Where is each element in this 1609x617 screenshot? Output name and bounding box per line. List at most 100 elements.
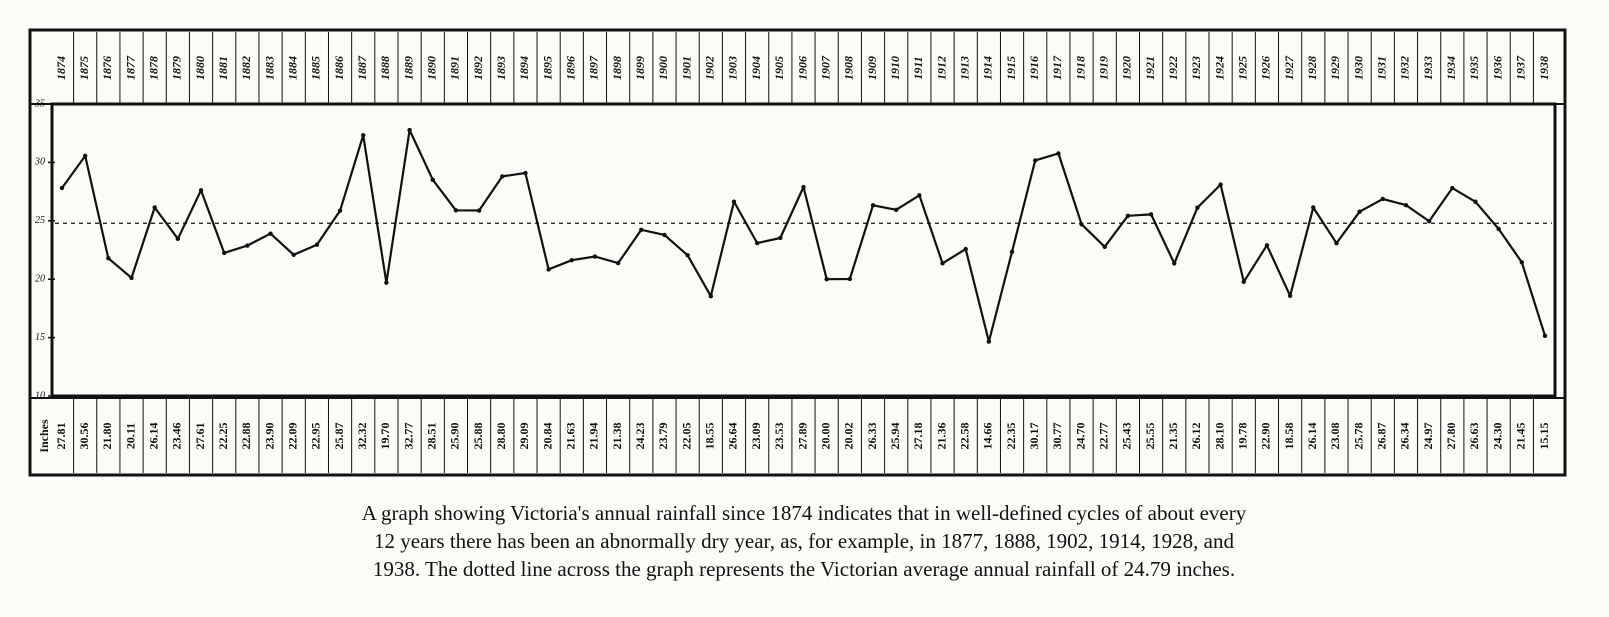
x-tick-label: 1918 — [1073, 56, 1087, 80]
value-label: 24.30 — [1490, 423, 1504, 450]
x-tick-label: 1897 — [587, 55, 601, 80]
point — [778, 235, 783, 241]
x-tick-label: 1875 — [77, 56, 91, 80]
value-label: 26.14 — [1305, 423, 1319, 450]
point — [1033, 158, 1038, 163]
x-tick-label: 1898 — [610, 56, 624, 80]
value-label: 24.97 — [1421, 423, 1435, 450]
value-label: 25.78 — [1351, 423, 1365, 450]
x-tick-label: 1922 — [1166, 56, 1180, 80]
x-tick-label: 1935 — [1467, 56, 1481, 80]
point — [1125, 213, 1131, 218]
x-tick-label: 1879 — [170, 56, 184, 80]
x-tick-label: 1881 — [216, 56, 230, 80]
value-label: 26.12 — [1189, 423, 1203, 450]
x-tick-label: 1924 — [1212, 56, 1226, 80]
point — [708, 293, 714, 299]
x-tick-label: 1931 — [1375, 56, 1389, 80]
x-tick-label: 1894 — [517, 56, 531, 80]
value-label: 30.17 — [1027, 423, 1041, 450]
value-label: 21.63 — [564, 423, 578, 450]
value-label: 18.55 — [703, 423, 717, 450]
x-tick-label: 1903 — [726, 56, 740, 80]
point — [129, 275, 134, 281]
point — [801, 184, 806, 190]
x-tick-label: 1904 — [749, 56, 763, 80]
point — [639, 227, 644, 232]
point — [1264, 243, 1270, 248]
x-tick-label: 1893 — [494, 56, 508, 80]
x-tick-label: 1889 — [401, 56, 415, 80]
x-tick-label: 1928 — [1305, 56, 1319, 80]
x-tick-label: 1874 — [54, 56, 68, 80]
value-label: 27.80 — [1444, 423, 1458, 450]
point — [59, 185, 65, 191]
point — [569, 257, 574, 263]
x-tick-label: 1887 — [355, 55, 369, 80]
value-label: 23.09 — [749, 423, 763, 450]
point — [500, 174, 505, 179]
value-label: 22.35 — [1004, 423, 1018, 450]
value-label: 19.78 — [1236, 423, 1250, 450]
point — [1403, 202, 1409, 208]
point — [754, 240, 760, 246]
value-label: 22.90 — [1259, 423, 1273, 450]
value-label: 29.09 — [517, 423, 531, 450]
value-label: 25.87 — [332, 423, 346, 450]
value-label: 21.80 — [100, 423, 114, 450]
point — [268, 231, 273, 236]
x-tick-label: 1909 — [865, 56, 879, 80]
value-label: 28.51 — [425, 423, 439, 450]
value-label: 15.15 — [1537, 423, 1551, 450]
point — [337, 208, 343, 213]
point — [1172, 261, 1177, 266]
frame — [28, 28, 1567, 477]
value-label: 20.02 — [842, 423, 856, 450]
x-tick-label: 1914 — [981, 56, 995, 80]
value-label: 20.00 — [818, 423, 832, 450]
caption: 12 years there has been an abnormally dr… — [374, 529, 1234, 553]
value-label: 24.23 — [633, 423, 647, 450]
x-tick-label: 1929 — [1328, 56, 1342, 80]
x-tick-label: 1884 — [285, 56, 299, 80]
y-tick-label: 10 — [35, 390, 45, 401]
value-label: 28.10 — [1212, 423, 1226, 450]
value-label: 26.63 — [1467, 423, 1481, 450]
rainfall-line — [61, 128, 1547, 343]
point — [198, 188, 204, 193]
point — [615, 260, 621, 266]
value-label: 18.58 — [1282, 423, 1296, 450]
point — [847, 276, 853, 282]
x-tick-label: 1891 — [448, 56, 462, 80]
value-label: 23.90 — [262, 423, 276, 450]
value-label: 23.08 — [1328, 423, 1342, 450]
x-tick-label: 1915 — [1004, 56, 1018, 80]
caption: A graph showing Victoria's annual rainfa… — [362, 501, 1247, 525]
y-tick-label: 20 — [35, 273, 45, 284]
value-label: 22.88 — [239, 423, 253, 450]
value-label: 26.34 — [1398, 423, 1412, 450]
point — [314, 242, 320, 247]
point — [1102, 244, 1107, 250]
point — [893, 207, 899, 213]
x-tick-label: 1938 — [1537, 56, 1551, 80]
point — [106, 255, 111, 261]
value-label: 22.58 — [957, 423, 971, 450]
x-tick-label: 1886 — [332, 56, 346, 80]
value-label: 26.14 — [146, 423, 160, 450]
point — [384, 280, 389, 285]
x-tick-label: 1925 — [1236, 56, 1250, 80]
point — [1450, 185, 1455, 191]
value-label: 22.77 — [1096, 423, 1110, 450]
point — [685, 253, 690, 258]
point — [82, 153, 88, 159]
point — [1473, 199, 1478, 204]
point — [963, 246, 968, 252]
value-label: 25.55 — [1143, 423, 1157, 450]
point — [291, 252, 296, 257]
value-label: 22.05 — [679, 423, 693, 450]
value-label: 28.80 — [494, 423, 508, 450]
value-label: 27.61 — [193, 423, 207, 450]
